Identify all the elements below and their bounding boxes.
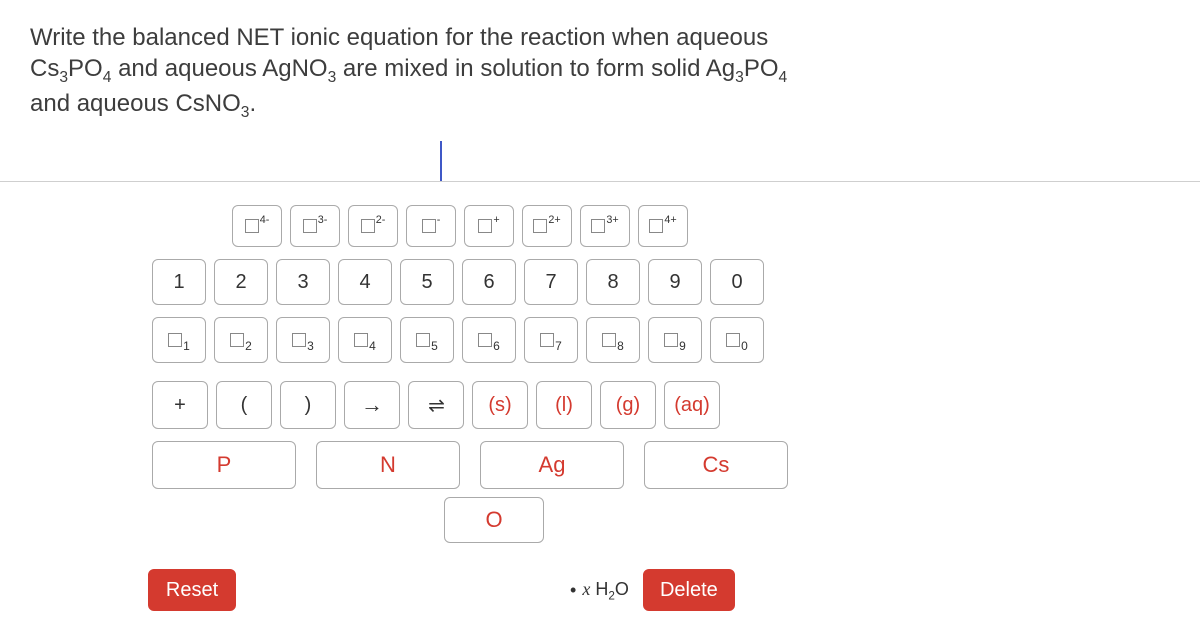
state-solid-key[interactable]: (s) — [472, 381, 528, 429]
row-subscripts: 1234567890 — [0, 317, 1200, 363]
subscript-key-2[interactable]: 2 — [214, 317, 268, 363]
divider-line — [0, 181, 1200, 182]
text-cursor — [440, 141, 442, 181]
digit-key-7[interactable]: 7 — [524, 259, 578, 305]
row-operators: + ( ) → ⇌ (s) (l) (g) (aq) — [0, 381, 1200, 429]
element-cs-key[interactable]: Cs — [644, 441, 788, 489]
hydrate-hint: • x H2O — [568, 579, 635, 603]
subscript-key-3[interactable]: 3 — [276, 317, 330, 363]
charge-key-3-[interactable]: 3- — [290, 205, 340, 247]
subscript-key-8[interactable]: 8 — [586, 317, 640, 363]
q-line3: and aqueous CsNO3. — [30, 90, 256, 117]
charge-key-3+[interactable]: 3+ — [580, 205, 630, 247]
question-text: Write the balanced NET ionic equation fo… — [0, 0, 1200, 133]
row-elements: P N Ag Cs — [0, 441, 1200, 489]
subscript-key-5[interactable]: 5 — [400, 317, 454, 363]
charge-key-2+[interactable]: 2+ — [522, 205, 572, 247]
lparen-key[interactable]: ( — [216, 381, 272, 429]
charge-key-+[interactable]: + — [464, 205, 514, 247]
rparen-key[interactable]: ) — [280, 381, 336, 429]
subscript-key-9[interactable]: 9 — [648, 317, 702, 363]
charge-key--[interactable]: - — [406, 205, 456, 247]
digit-key-6[interactable]: 6 — [462, 259, 516, 305]
delete-button[interactable]: Delete — [643, 569, 735, 611]
state-aqueous-key[interactable]: (aq) — [664, 381, 720, 429]
digit-key-1[interactable]: 1 — [152, 259, 206, 305]
element-p-key[interactable]: P — [152, 441, 296, 489]
element-o-key[interactable]: O — [444, 497, 544, 543]
arrow-key[interactable]: → — [344, 381, 400, 429]
row-actions: Reset • x H2O Delete — [0, 569, 1200, 611]
digit-key-0[interactable]: 0 — [710, 259, 764, 305]
subscript-key-7[interactable]: 7 — [524, 317, 578, 363]
answer-input-area[interactable] — [0, 133, 1200, 193]
digit-key-4[interactable]: 4 — [338, 259, 392, 305]
charge-key-4+[interactable]: 4+ — [638, 205, 688, 247]
state-gas-key[interactable]: (g) — [600, 381, 656, 429]
digit-key-8[interactable]: 8 — [586, 259, 640, 305]
digit-key-9[interactable]: 9 — [648, 259, 702, 305]
subscript-key-1[interactable]: 1 — [152, 317, 206, 363]
element-ag-key[interactable]: Ag — [480, 441, 624, 489]
plus-key[interactable]: + — [152, 381, 208, 429]
state-liquid-key[interactable]: (l) — [536, 381, 592, 429]
reset-button[interactable]: Reset — [148, 569, 236, 611]
digit-key-2[interactable]: 2 — [214, 259, 268, 305]
equilibrium-key[interactable]: ⇌ — [408, 381, 464, 429]
row-oxygen: O — [0, 497, 1200, 543]
charge-key-4-[interactable]: 4- — [232, 205, 282, 247]
element-n-key[interactable]: N — [316, 441, 460, 489]
digit-key-5[interactable]: 5 — [400, 259, 454, 305]
row-charges: 4-3-2--+2+3+4+ — [0, 205, 1200, 247]
charge-key-2-[interactable]: 2- — [348, 205, 398, 247]
q-line2: Cs3PO4 and aqueous AgNO3 are mixed in so… — [30, 55, 787, 82]
subscript-key-0[interactable]: 0 — [710, 317, 764, 363]
subscript-key-4[interactable]: 4 — [338, 317, 392, 363]
q-line1: Write the balanced NET ionic equation fo… — [30, 24, 768, 51]
symbol-keyboard: 4-3-2--+2+3+4+ 1234567890 1234567890 + (… — [0, 193, 1200, 611]
subscript-key-6[interactable]: 6 — [462, 317, 516, 363]
digit-key-3[interactable]: 3 — [276, 259, 330, 305]
row-digits: 1234567890 — [0, 259, 1200, 305]
